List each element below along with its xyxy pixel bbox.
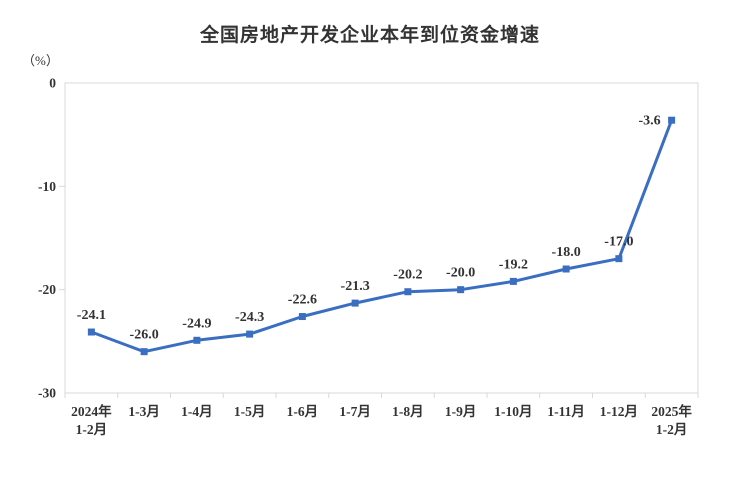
data-point-label: -24.1 (77, 308, 106, 323)
data-point-label: -3.6 (638, 114, 660, 129)
x-axis-category-label: 1-5月 (234, 404, 266, 419)
data-point-marker (351, 299, 359, 307)
x-axis-category-label: 1-2月 (76, 422, 108, 437)
data-point-label: -21.3 (341, 279, 370, 294)
y-axis-tick-label: -30 (38, 386, 56, 401)
data-point-label: -20.2 (393, 268, 422, 283)
x-axis-category-label: 2025年 (651, 403, 692, 419)
x-axis-category-label: 1-12月 (600, 404, 638, 419)
series-line (89, 118, 674, 354)
data-point-marker (87, 328, 95, 336)
y-axis-tick-label: -10 (38, 179, 56, 194)
x-axis-category-label: 1-2月 (656, 422, 688, 437)
y-axis-tick-label: -20 (38, 282, 56, 297)
data-point-marker (457, 286, 465, 294)
data-point-marker (668, 116, 676, 124)
data-point-marker (140, 348, 148, 356)
x-axis-category-label: 1-4月 (181, 404, 213, 419)
data-point-marker (193, 336, 201, 344)
x-axis-category-label: 1-9月 (445, 404, 477, 419)
chart-title: 全国房地产开发企业本年到位资金增速 (199, 25, 540, 46)
data-point-marker (246, 330, 254, 338)
x-axis-category-label: 2024年 (71, 403, 112, 419)
x-axis-category-label: 1-11月 (547, 404, 585, 419)
x-axis-category-label: 1-3月 (128, 404, 160, 419)
data-point-marker (562, 265, 570, 273)
data-point-label: -20.0 (446, 266, 475, 281)
data-point-label: -22.6 (288, 293, 317, 308)
data-point-label: -18.0 (552, 245, 581, 260)
x-axis-category-label: 1-7月 (339, 404, 371, 419)
plot-border (64, 82, 699, 394)
y-axis-unit-label: （%） (22, 53, 59, 68)
data-point-marker (298, 313, 306, 321)
data-point-marker (509, 277, 517, 285)
x-axis-category-label: 1-8月 (392, 404, 424, 419)
data-point-label: -24.3 (235, 310, 264, 325)
data-point-label: -24.9 (182, 316, 211, 331)
data-point-marker (615, 255, 623, 263)
data-point-label: -17.0 (604, 235, 633, 250)
data-point-marker (404, 288, 412, 296)
data-point-label: -19.2 (499, 257, 528, 272)
data-point-label: -26.0 (130, 328, 159, 343)
x-axis-category-label: 1-10月 (494, 404, 532, 419)
x-axis-category-label: 1-6月 (287, 404, 319, 419)
y-axis-tick-label: 0 (49, 76, 56, 91)
